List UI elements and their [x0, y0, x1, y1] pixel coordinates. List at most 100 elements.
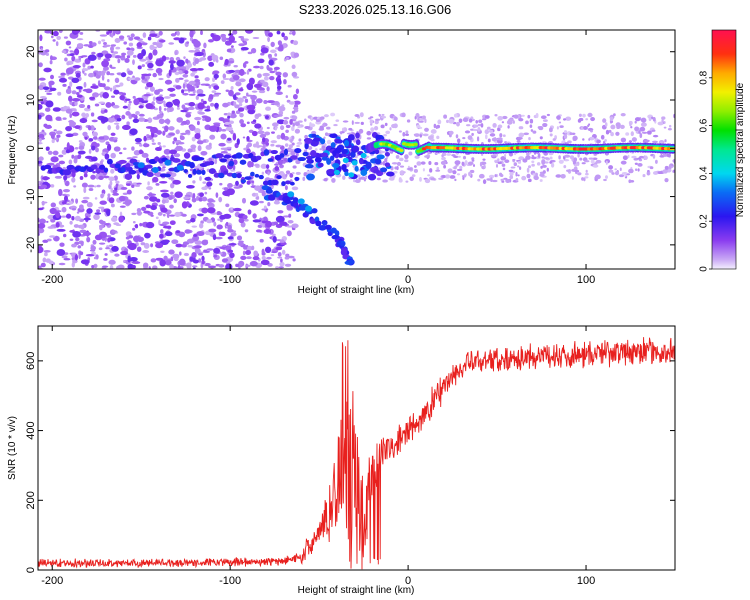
colorbar-tick-label: 0.6	[699, 118, 710, 132]
noise-blob	[50, 133, 55, 139]
noise-speckle	[275, 71, 282, 76]
noise-blob	[276, 119, 286, 125]
noise-speckle	[255, 98, 263, 104]
noise-speckle	[285, 56, 290, 60]
noise-speckle	[115, 180, 120, 184]
noise-speckle	[113, 122, 120, 125]
noise-blob	[276, 30, 281, 35]
noise-speckle	[38, 62, 43, 68]
tone-noise-speckle	[521, 175, 527, 181]
noise-speckle	[240, 221, 246, 228]
tone-noise-speckle	[558, 159, 564, 164]
tone-noise-speckle	[657, 121, 664, 126]
multipath-blob	[334, 139, 344, 144]
tone-noise-speckle	[319, 148, 324, 151]
tone-noise-speckle	[467, 135, 473, 140]
descending-branch	[347, 259, 355, 265]
chirp-bright-blob	[176, 164, 184, 171]
spectrogram-x-tick-label: 0	[405, 274, 411, 286]
noise-speckle	[222, 102, 229, 108]
multipath-bright-blob	[348, 172, 355, 178]
noise-speckle	[110, 32, 114, 38]
noise-speckle	[293, 100, 301, 105]
tone-noise-speckle	[532, 130, 537, 134]
noise-speckle	[160, 229, 164, 234]
noise-blob	[213, 247, 221, 254]
noise-blob	[210, 32, 215, 38]
tone-noise-speckle	[459, 165, 463, 170]
noise-blob	[144, 232, 151, 239]
noise-blob	[197, 93, 206, 97]
noise-speckle	[254, 163, 260, 167]
noise-speckle	[222, 73, 227, 79]
noise-speckle	[81, 182, 88, 188]
spectrogram-x-tick-label: -200	[41, 274, 63, 286]
noise-speckle	[215, 236, 223, 240]
tone-noise-speckle	[530, 156, 537, 160]
noise-speckle	[61, 149, 67, 155]
tone-noise-speckle	[472, 128, 478, 132]
noise-speckle	[119, 82, 124, 87]
noise-blob	[86, 208, 93, 214]
tone-noise-speckle	[309, 123, 316, 128]
noise-blob	[162, 225, 172, 229]
tone-noise-speckle	[438, 177, 444, 180]
noise-speckle	[106, 71, 111, 76]
tone-noise-speckle	[405, 130, 409, 134]
tone-noise-speckle	[478, 119, 483, 123]
noise-speckle	[107, 124, 112, 131]
tone-noise-speckle	[399, 165, 405, 168]
noise-blob	[218, 117, 225, 122]
noise-blob	[197, 102, 205, 110]
noise-speckle	[125, 236, 130, 240]
noise-speckle	[52, 39, 56, 42]
noise-speckle	[149, 44, 155, 51]
noise-speckle	[162, 213, 166, 217]
noise-speckle	[183, 252, 190, 257]
noise-speckle	[130, 33, 135, 38]
noise-speckle	[236, 235, 243, 241]
noise-blob	[202, 100, 207, 105]
tone-noise-speckle	[518, 156, 525, 161]
noise-speckle	[219, 56, 224, 61]
noise-blob	[275, 246, 283, 251]
noise-blob	[224, 58, 229, 65]
noise-speckle	[86, 236, 91, 243]
noise-blob	[158, 181, 168, 184]
noise-speckle	[214, 94, 220, 97]
noise-speckle	[231, 110, 236, 114]
noise-speckle	[168, 177, 175, 180]
multipath-blob	[376, 154, 385, 160]
noise-speckle	[151, 142, 156, 145]
chirp-band-lower	[276, 175, 282, 180]
tone-noise-speckle	[517, 174, 520, 177]
noise-speckle	[66, 61, 70, 66]
tone-noise-speckle	[486, 126, 491, 130]
noise-speckle	[158, 219, 161, 226]
noise-speckle	[221, 36, 227, 42]
noise-blob	[246, 104, 256, 111]
noise-speckle	[102, 265, 109, 268]
noise-speckle	[62, 83, 67, 87]
tone-noise-speckle	[550, 162, 555, 168]
chirp-band-lower	[183, 169, 188, 173]
noise-speckle	[169, 263, 174, 269]
noise-speckle	[42, 257, 47, 263]
tone-noise-speckle	[531, 163, 535, 167]
noise-blob	[42, 86, 50, 90]
tone-noise-speckle	[406, 167, 413, 171]
tone-noise-speckle	[535, 113, 539, 118]
noise-blob	[272, 236, 277, 243]
noise-blob	[114, 187, 118, 191]
noise-speckle	[100, 193, 104, 199]
tone-noise-speckle	[634, 117, 641, 122]
noise-speckle	[69, 220, 73, 225]
noise-speckle	[254, 185, 262, 191]
noise-blob	[145, 204, 152, 209]
tone-noise-speckle	[430, 129, 437, 134]
multipath-blob	[355, 132, 360, 139]
noise-blob	[194, 51, 204, 57]
tone-noise-speckle	[303, 172, 307, 177]
tone-noise-speckle	[414, 133, 420, 137]
noise-speckle	[78, 103, 86, 109]
